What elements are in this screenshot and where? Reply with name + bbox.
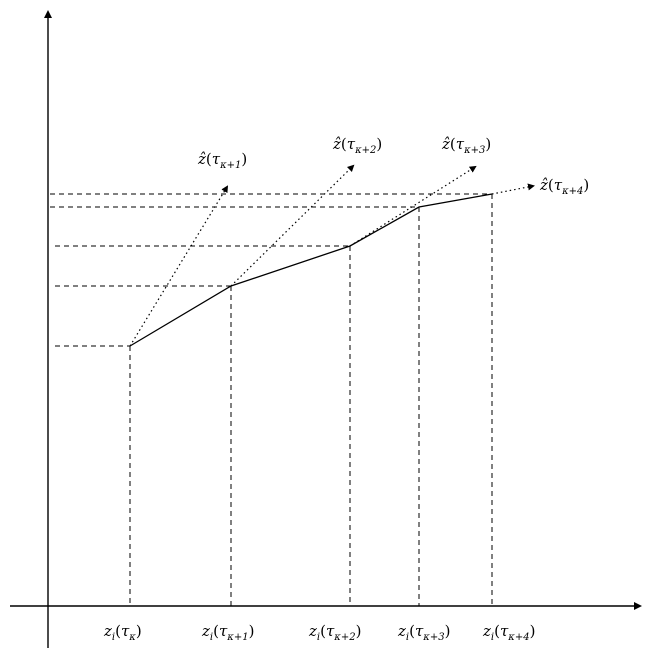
prediction-label-1: ẑ(τκ+1) — [197, 150, 247, 171]
prediction-arrow-4 — [491, 183, 535, 195]
vertical-guides — [129, 194, 493, 606]
x-label-4: zi(τκ+3) — [397, 622, 450, 643]
prediction-arrow-1 — [129, 185, 229, 347]
prediction-arrow-2 — [230, 164, 355, 287]
x-label-5: zi(τκ+4) — [482, 622, 535, 643]
x-label-3: zi(τκ+2) — [308, 622, 361, 643]
prediction-label-3: ẑ(τκ+3) — [441, 135, 491, 156]
trajectory-line — [129, 193, 493, 347]
x-label-2: zi(τκ+1) — [201, 622, 254, 643]
horizontal-guides — [50, 193, 492, 347]
prediction-label-2: ẑ(τκ+2) — [332, 135, 382, 156]
prediction-label-4: ẑ(τκ+4) — [539, 176, 589, 197]
x-label-1: zi(τκ) — [103, 622, 142, 643]
prediction-arrows — [129, 164, 535, 347]
